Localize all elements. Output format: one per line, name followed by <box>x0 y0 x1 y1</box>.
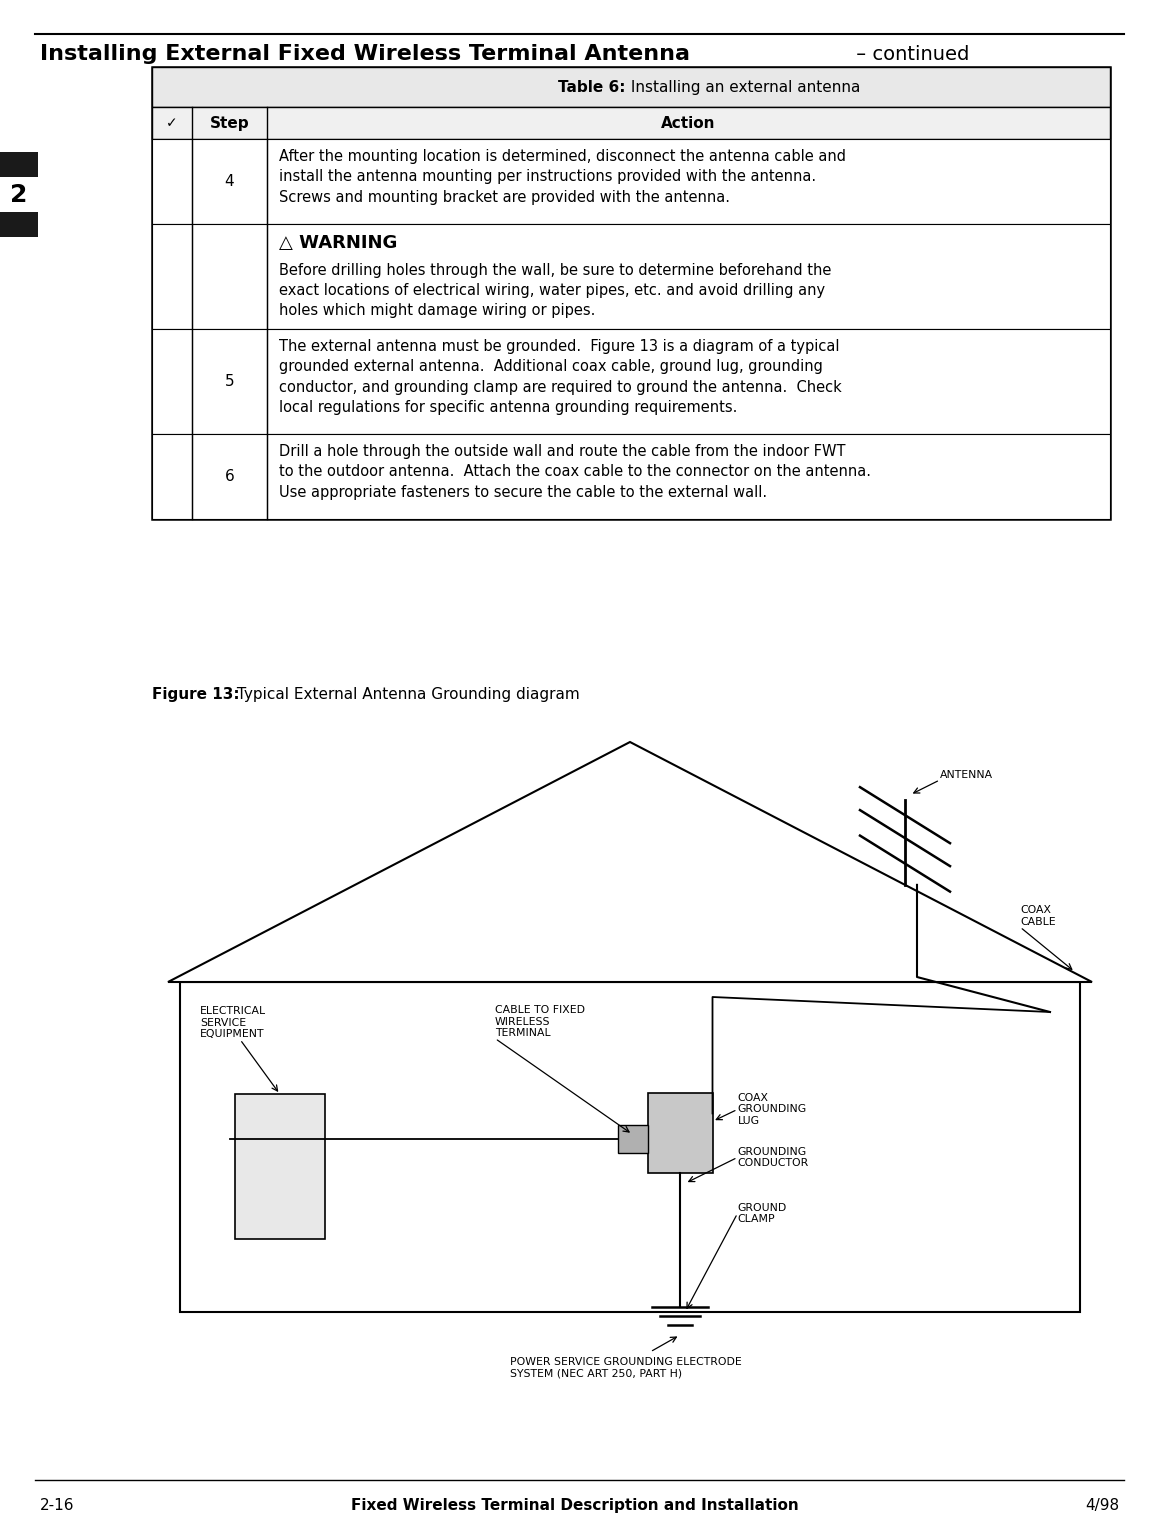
Bar <box>648 1094 712 1174</box>
Text: 6: 6 <box>224 469 234 484</box>
Text: △ WARNING: △ WARNING <box>279 234 398 251</box>
Text: GROUND
CLAMP: GROUND CLAMP <box>738 1203 787 1224</box>
Bar <box>152 67 1110 519</box>
Text: Before drilling holes through the wall, be sure to determine beforehand the
exac: Before drilling holes through the wall, … <box>279 262 832 319</box>
Text: ✓: ✓ <box>167 116 178 130</box>
Text: Figure 13:: Figure 13: <box>152 686 240 702</box>
Text: COAX
GROUNDING
LUG: COAX GROUNDING LUG <box>738 1092 807 1126</box>
Text: Typical External Antenna Grounding diagram: Typical External Antenna Grounding diagr… <box>232 686 580 702</box>
Bar <box>152 329 1110 434</box>
Bar <box>152 224 1110 329</box>
Text: ANTENNA: ANTENNA <box>940 771 993 780</box>
Bar <box>152 139 1110 224</box>
Text: Installing an external antenna: Installing an external antenna <box>626 80 861 95</box>
Text: The external antenna must be grounded.  Figure 13 is a diagram of a typical
grou: The external antenna must be grounded. F… <box>279 339 842 415</box>
Text: 2-16: 2-16 <box>40 1498 75 1514</box>
Text: POWER SERVICE GROUNDING ELECTRODE
SYSTEM (NEC ART 250, PART H): POWER SERVICE GROUNDING ELECTRODE SYSTEM… <box>510 1357 742 1379</box>
Bar <box>0 211 38 237</box>
Text: Step: Step <box>209 115 249 130</box>
Text: 4/98: 4/98 <box>1085 1498 1119 1514</box>
Text: Action: Action <box>662 115 716 130</box>
Text: Drill a hole through the outside wall and route the cable from the indoor FWT
to: Drill a hole through the outside wall an… <box>279 444 871 499</box>
Text: – continued: – continued <box>850 44 970 64</box>
Text: 4: 4 <box>225 175 234 188</box>
Text: ELECTRICAL
SERVICE
EQUIPMENT: ELECTRICAL SERVICE EQUIPMENT <box>200 1007 267 1039</box>
Text: 5: 5 <box>225 374 234 389</box>
Bar <box>152 434 1110 519</box>
Text: 2: 2 <box>10 182 28 207</box>
Text: CABLE TO FIXED
WIRELESS
TERMINAL: CABLE TO FIXED WIRELESS TERMINAL <box>495 1005 585 1039</box>
Bar <box>152 107 1110 139</box>
Polygon shape <box>168 741 1092 982</box>
Bar <box>180 982 1080 1311</box>
Text: Table 6:: Table 6: <box>558 80 626 95</box>
Bar <box>152 67 1110 107</box>
Text: Installing External Fixed Wireless Terminal Antenna: Installing External Fixed Wireless Termi… <box>40 44 691 64</box>
Text: After the mounting location is determined, disconnect the antenna cable and
inst: After the mounting location is determine… <box>279 149 846 205</box>
Text: Fixed Wireless Terminal Description and Installation: Fixed Wireless Terminal Description and … <box>350 1498 799 1514</box>
Bar <box>236 1094 325 1239</box>
Text: GROUNDING
CONDUCTOR: GROUNDING CONDUCTOR <box>738 1146 809 1169</box>
Bar <box>617 1126 648 1154</box>
Bar <box>0 152 38 178</box>
Text: COAX
CABLE: COAX CABLE <box>1020 905 1056 927</box>
